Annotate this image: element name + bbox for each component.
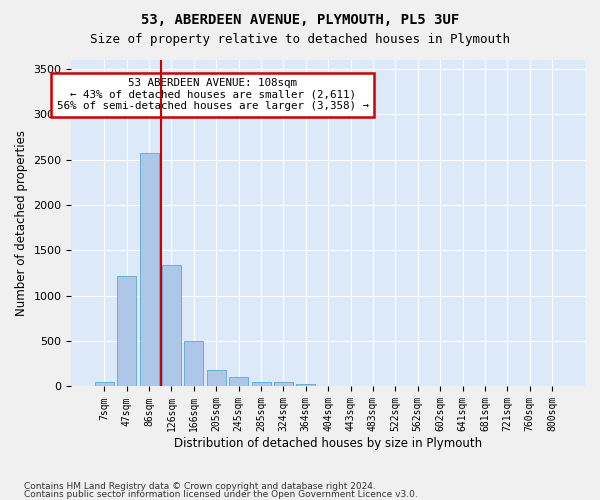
Text: 53, ABERDEEN AVENUE, PLYMOUTH, PL5 3UF: 53, ABERDEEN AVENUE, PLYMOUTH, PL5 3UF [141,12,459,26]
Bar [251,382,271,386]
Bar [184,341,203,386]
Bar [207,370,226,386]
Bar [274,382,293,386]
Bar [296,384,316,386]
Bar [162,265,181,386]
Bar [95,382,114,386]
Y-axis label: Number of detached properties: Number of detached properties [15,130,28,316]
Text: Contains HM Land Registry data © Crown copyright and database right 2024.: Contains HM Land Registry data © Crown c… [24,482,376,491]
Bar [140,152,158,386]
Text: 53 ABERDEEN AVENUE: 108sqm
← 43% of detached houses are smaller (2,611)
56% of s: 53 ABERDEEN AVENUE: 108sqm ← 43% of deta… [56,78,368,111]
Text: Size of property relative to detached houses in Plymouth: Size of property relative to detached ho… [90,32,510,46]
Bar [117,276,136,386]
X-axis label: Distribution of detached houses by size in Plymouth: Distribution of detached houses by size … [174,437,482,450]
Bar [229,377,248,386]
Text: Contains public sector information licensed under the Open Government Licence v3: Contains public sector information licen… [24,490,418,499]
